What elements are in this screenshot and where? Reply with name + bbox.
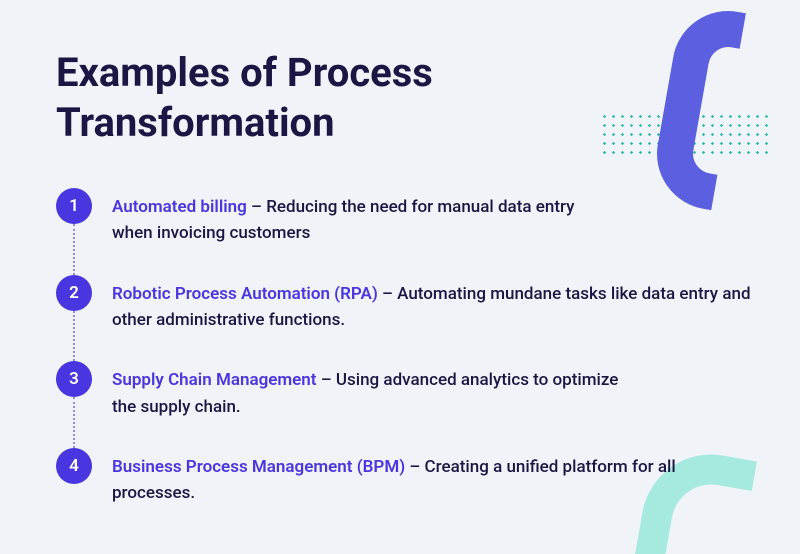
item-term: Supply Chain Management <box>112 370 317 390</box>
list-item-text: Supply Chain Management – Using advanced… <box>112 361 632 420</box>
number-badge: 1 <box>56 188 92 224</box>
list-item-text: Robotic Process Automation (RPA) – Autom… <box>112 275 752 334</box>
numbered-list: 1 Automated billing – Reducing the need … <box>56 188 752 507</box>
list-item: 2 Robotic Process Automation (RPA) – Aut… <box>56 275 752 334</box>
item-separator: – <box>405 457 424 477</box>
list-item: 1 Automated billing – Reducing the need … <box>56 188 752 247</box>
item-separator: – <box>378 284 397 304</box>
list-item: 3 Supply Chain Management – Using advanc… <box>56 361 752 420</box>
item-separator: – <box>247 197 266 217</box>
number-badge: 4 <box>56 448 92 484</box>
item-term: Robotic Process Automation (RPA) <box>112 284 378 304</box>
content-region: Examples of Process Transformation 1 Aut… <box>0 0 800 507</box>
item-term: Business Process Management (BPM) <box>112 457 405 477</box>
list-item-text: Business Process Management (BPM) – Crea… <box>112 448 752 507</box>
list-item-text: Automated billing – Reducing the need fo… <box>112 188 612 247</box>
number-badge: 3 <box>56 361 92 397</box>
item-term: Automated billing <box>112 197 247 217</box>
item-separator: – <box>317 370 336 390</box>
number-badge: 2 <box>56 275 92 311</box>
list-item: 4 Business Process Management (BPM) – Cr… <box>56 448 752 507</box>
page-title: Examples of Process Transformation <box>56 48 616 148</box>
